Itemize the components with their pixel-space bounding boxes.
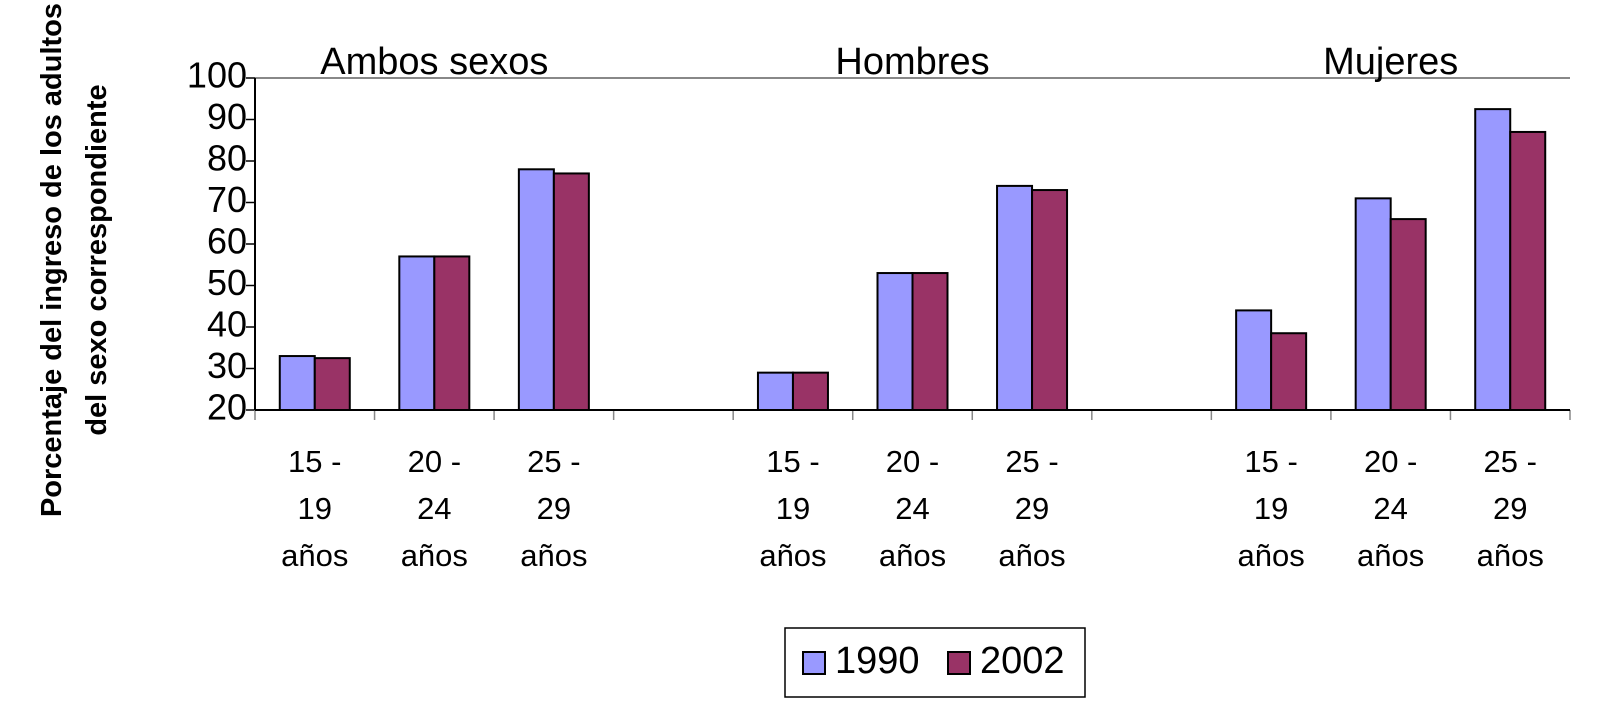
x-tick-label: 20 - 24 años [400,444,468,573]
bar [996,184,1034,411]
x-tick-label: 25 - 29 años [520,444,588,573]
bar [876,272,914,411]
x-tick-label: 15 - 19 años [1237,444,1305,573]
bar [1509,130,1547,411]
x-tick-label: 20 - 24 años [878,444,947,573]
bar [398,255,436,412]
group-label: Hombres [835,41,989,83]
bar [911,272,949,411]
bar [1031,189,1069,411]
y-tick-label: 100 [187,55,247,96]
y-tick-label: 30 [207,345,247,386]
x-tick-label: 20 - 24 años [1357,444,1425,573]
x-tick-label: 25 - 29 años [1476,444,1544,573]
y-tick-label: 70 [207,179,247,220]
x-tick-label: 15 - 19 años [759,444,827,573]
x-tick-label: 15 - 19 años [281,444,349,573]
bar [1354,197,1392,411]
y-tick-label: 80 [207,138,247,179]
bar [1474,108,1512,411]
bar [517,168,555,411]
group-label: Mujeres [1323,41,1458,83]
legend-swatch [947,651,971,675]
bar [313,357,351,411]
legend-swatch [802,651,826,675]
legend-label: 1990 [835,640,920,682]
x-tick-label: 25 - 29 años [998,444,1066,573]
bar [278,355,316,411]
bar [756,371,794,411]
bar [1235,309,1273,411]
bar [1270,332,1308,412]
bar [552,172,590,411]
y-tick-label: 50 [207,262,247,303]
group-label: Ambos sexos [320,41,548,83]
bar [433,255,471,412]
legend-label: 2002 [980,640,1065,682]
bar [791,371,829,411]
legend-box [784,627,1086,698]
y-tick-label: 90 [207,96,247,137]
bar [1389,218,1427,411]
y-tick-label: 20 [207,387,247,428]
y-axis-label: Porcentaje del ingreso de los adultos de… [36,2,113,518]
y-tick-label: 60 [207,221,247,262]
y-tick-label: 40 [207,304,247,345]
